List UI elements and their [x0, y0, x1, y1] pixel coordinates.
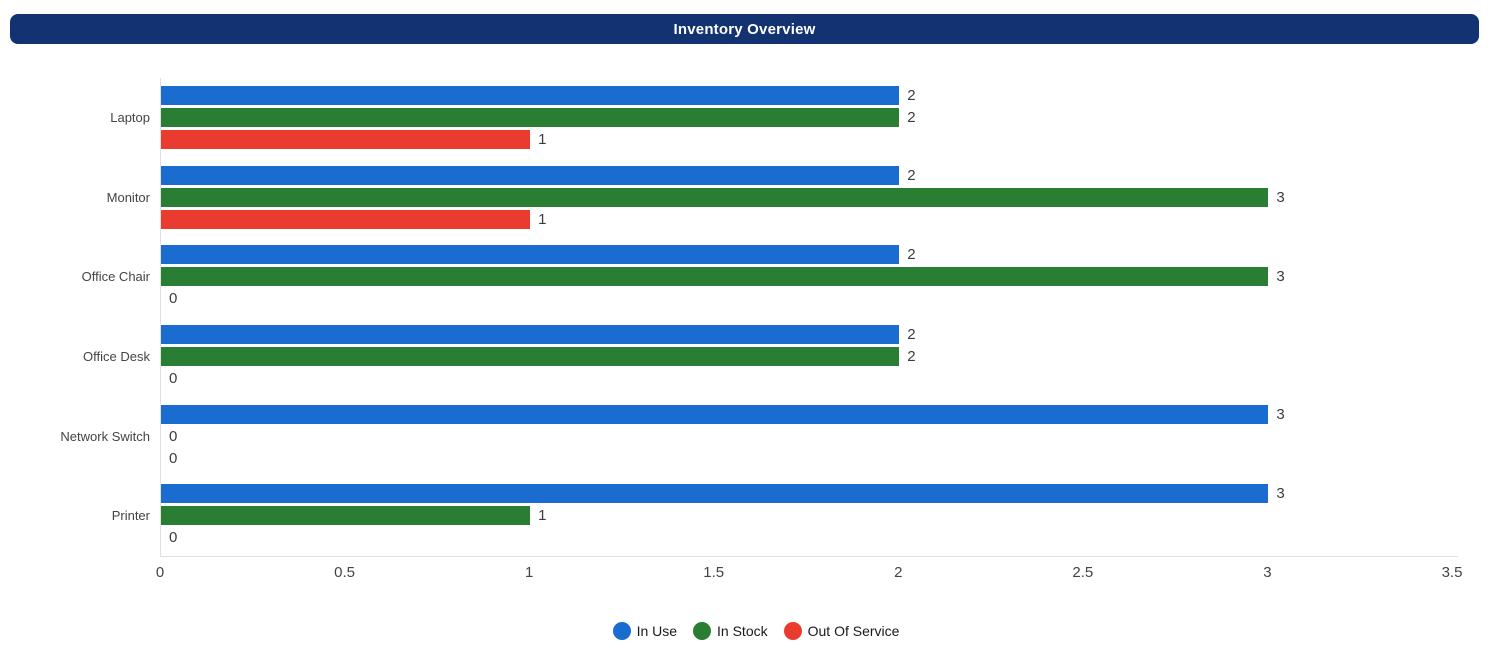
x-tick-label: 2.5 [1072, 564, 1094, 581]
x-tick-label: 1.5 [703, 564, 725, 581]
value-label-in-stock-laptop: 2 [907, 109, 916, 126]
legend-item-in-use: In Use [612, 622, 678, 640]
x-axis-line [160, 556, 1458, 557]
value-label-out-of-service-printer: 0 [169, 529, 178, 547]
category-label-laptop: Laptop [110, 109, 150, 125]
bar-in-stock-monitor [161, 187, 1269, 207]
x-tick-label: 3 [1263, 564, 1272, 581]
bar-in-stock-office-chair [161, 267, 1269, 287]
x-tick-label: 0.5 [334, 564, 355, 581]
x-tick-label: 3.5 [1441, 564, 1463, 581]
value-label-out-of-service-office-chair: 0 [169, 290, 178, 308]
value-label-in-stock-network-switch: 0 [169, 427, 178, 445]
category-label-office-desk: Office Desk [83, 348, 150, 364]
x-tick-label: 2 [894, 564, 903, 581]
value-label-out-of-service-office-desk: 0 [169, 370, 178, 387]
value-label-out-of-service-network-switch: 0 [169, 449, 178, 467]
y-axis-line [160, 78, 161, 556]
value-label-in-use-monitor: 2 [907, 166, 916, 184]
legend-swatch-out-of-service-icon [783, 622, 802, 640]
chart-title: Inventory Overview [673, 20, 816, 38]
value-label-out-of-service-monitor: 1 [538, 210, 547, 228]
legend-label-in-stock: In Stock [717, 623, 768, 639]
category-label-network-switch: Network Switch [60, 428, 150, 444]
bar-in-use-office-desk [161, 325, 900, 344]
value-label-in-use-laptop: 2 [907, 87, 916, 104]
value-label-in-stock-office-desk: 2 [907, 348, 916, 365]
x-tick-label: 0 [155, 564, 165, 581]
legend-item-in-stock: In Stock [693, 622, 768, 640]
legend-item-out-of-service: Out Of Service [783, 622, 900, 640]
chart-title-bar: Inventory Overview [10, 14, 1479, 44]
value-label-in-stock-printer: 1 [538, 507, 547, 525]
category-label-printer: Printer [111, 508, 150, 524]
bar-in-use-laptop [161, 86, 900, 105]
bar-in-stock-printer [161, 506, 531, 526]
bar-in-use-monitor [161, 165, 900, 185]
category-label-monitor: Monitor [106, 189, 150, 205]
bar-in-use-network-switch [161, 404, 1269, 424]
value-label-in-stock-office-chair: 3 [1276, 268, 1285, 286]
value-label-out-of-service-laptop: 1 [538, 131, 547, 148]
value-label-in-use-printer: 3 [1276, 485, 1285, 503]
bar-out-of-service-laptop [161, 130, 531, 149]
category-label-office-chair: Office Chair [81, 269, 150, 285]
value-label-in-use-office-chair: 2 [907, 246, 916, 264]
bar-in-stock-office-desk [161, 347, 900, 366]
value-label-in-stock-monitor: 3 [1276, 188, 1285, 206]
value-label-in-use-office-desk: 2 [907, 326, 916, 343]
legend-label-in-use: In Use [636, 623, 678, 639]
bar-in-stock-laptop [161, 108, 900, 127]
x-tick-label: 1 [524, 564, 534, 581]
legend-swatch-in-use-icon [612, 622, 631, 640]
bar-in-use-printer [161, 484, 1269, 504]
bar-out-of-service-monitor [161, 209, 531, 229]
legend-swatch-in-stock-icon [693, 622, 712, 640]
bar-in-use-office-chair [161, 245, 900, 265]
chart-legend: In Use In Stock Out Of Service [0, 622, 1512, 640]
value-label-in-use-network-switch: 3 [1276, 405, 1285, 423]
legend-label-out-of-service: Out Of Service [807, 623, 900, 639]
